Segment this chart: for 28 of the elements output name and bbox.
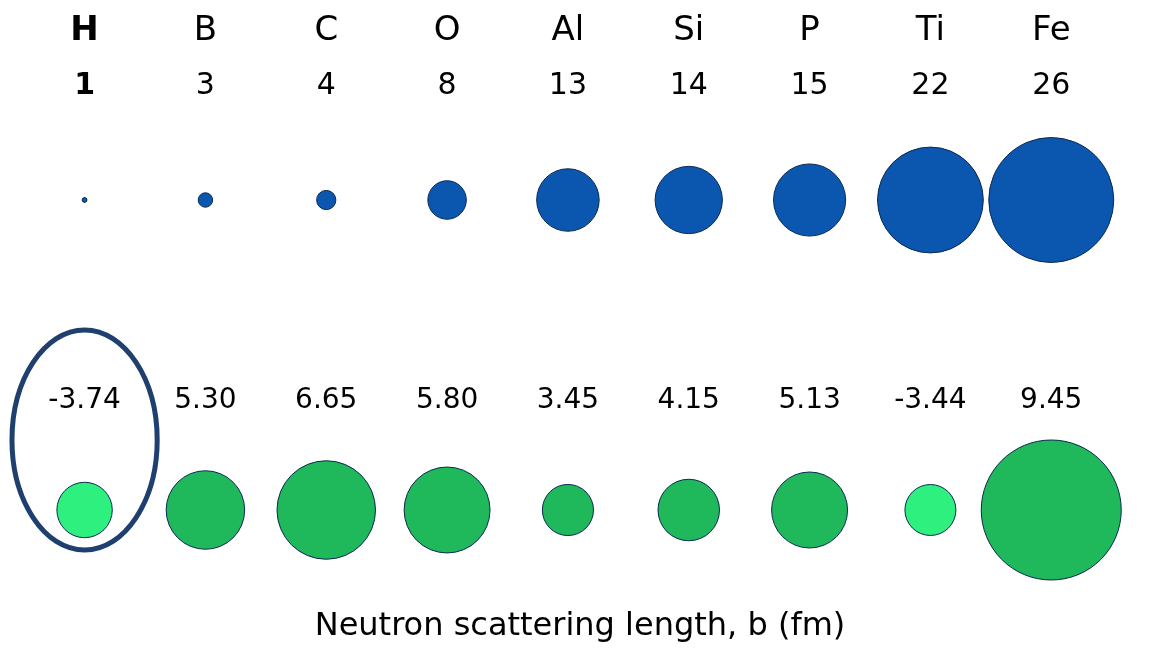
data-label: -3.74 bbox=[48, 382, 121, 415]
text: Neutron scattering length, b (fm) bbox=[314, 605, 846, 643]
data-label: 3.45 bbox=[536, 382, 600, 415]
category-label: Al bbox=[551, 8, 585, 48]
category-label: H bbox=[70, 8, 99, 48]
data-label: 3 bbox=[195, 66, 215, 101]
data-label: 8 bbox=[437, 66, 457, 101]
category-label: Fe bbox=[1031, 8, 1071, 48]
data-label: 5.13 bbox=[778, 382, 841, 415]
category-label: P bbox=[799, 8, 820, 48]
data-label: 15 bbox=[790, 66, 829, 101]
data-label: 13 bbox=[548, 66, 588, 101]
data-label: 5.80 bbox=[415, 382, 479, 415]
data-label: 26 bbox=[1032, 66, 1071, 101]
data-label: 9.45 bbox=[1020, 382, 1083, 415]
data-label: 4 bbox=[316, 66, 336, 101]
data-label: 22 bbox=[911, 66, 950, 101]
category-label: Si bbox=[673, 8, 705, 48]
data-label: 6.65 bbox=[295, 382, 358, 415]
category-label: Ti bbox=[914, 8, 945, 48]
category-label: O bbox=[433, 8, 461, 48]
category-label: B bbox=[193, 8, 218, 48]
data-label: 14 bbox=[669, 66, 708, 101]
data-label: 5.30 bbox=[174, 382, 237, 415]
data-label: -3.44 bbox=[894, 382, 967, 415]
data-label: 1 bbox=[74, 66, 96, 101]
category-label: C bbox=[314, 8, 339, 48]
data-label: 4.15 bbox=[657, 382, 720, 415]
